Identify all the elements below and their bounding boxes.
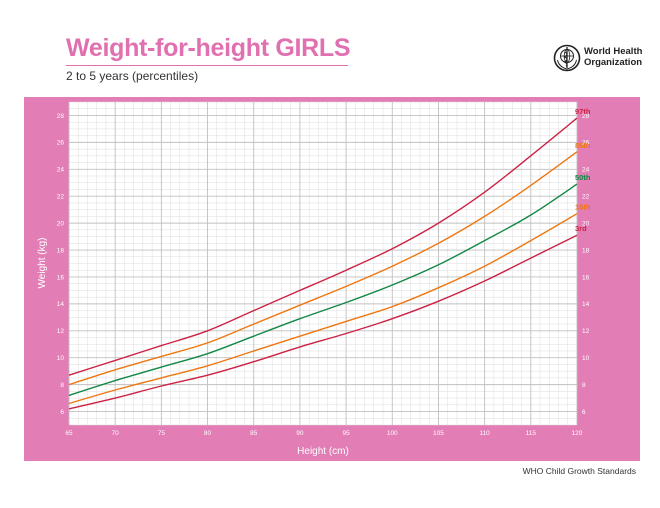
y-tick-label-left: 26 bbox=[57, 140, 65, 147]
y-tick-label-left: 20 bbox=[57, 220, 65, 227]
x-tick-label: 100 bbox=[387, 430, 398, 437]
y-tick-label-right: 14 bbox=[582, 301, 590, 308]
y-tick-label-right: 22 bbox=[582, 194, 590, 201]
y-tick-label-left: 14 bbox=[57, 301, 65, 308]
series-line-15th bbox=[68, 213, 578, 405]
y-tick-label-right: 6 bbox=[582, 409, 586, 416]
percentile-lines bbox=[68, 117, 578, 410]
title-underline bbox=[66, 65, 348, 66]
series-line-50th bbox=[68, 183, 578, 397]
page-subtitle: 2 to 5 years (percentiles) bbox=[66, 69, 199, 83]
y-tick-label-right: 26 bbox=[582, 140, 590, 147]
y-tick-label-right: 20 bbox=[582, 220, 590, 227]
x-tick-labels: 65 70 75 80 85 90 95 100 105 110 115 120 bbox=[65, 430, 582, 437]
x-tick-label: 75 bbox=[158, 430, 166, 437]
page-title: Weight-for-height GIRLS bbox=[66, 34, 351, 62]
x-tick-label: 90 bbox=[296, 430, 304, 437]
series-label-85th: 85th bbox=[575, 141, 591, 150]
x-tick-label: 65 bbox=[65, 430, 73, 437]
y-tick-label-left: 18 bbox=[57, 247, 65, 254]
y-tick-label-left: 6 bbox=[60, 409, 64, 416]
series-label-3rd: 3rd bbox=[575, 224, 587, 233]
who-emblem-icon bbox=[553, 44, 581, 72]
grid-minor bbox=[69, 101, 577, 426]
x-axis-label: Height (cm) bbox=[297, 446, 349, 457]
who-logo-line2: Organization bbox=[584, 57, 643, 68]
y-tick-label-left: 24 bbox=[57, 167, 65, 174]
x-tick-label: 110 bbox=[479, 430, 490, 437]
series-line-3rd bbox=[68, 234, 578, 410]
y-tick-label-left: 16 bbox=[57, 274, 65, 281]
x-tick-label: 95 bbox=[342, 430, 350, 437]
y-tick-label-left: 12 bbox=[57, 328, 65, 335]
y-tick-label-left: 8 bbox=[60, 382, 64, 389]
y-tick-label-right: 8 bbox=[582, 382, 586, 389]
series-line-97th bbox=[68, 117, 578, 376]
y-tick-label-right: 12 bbox=[582, 328, 590, 335]
y-tick-labels-right: 6 8 10 12 14 16 18 20 22 24 26 28 bbox=[582, 113, 590, 416]
series-label-50th: 50th bbox=[575, 173, 591, 182]
who-logo: World Health Organization bbox=[553, 44, 642, 78]
x-tick-label: 80 bbox=[204, 430, 212, 437]
x-tick-label: 70 bbox=[112, 430, 120, 437]
y-tick-label-left: 10 bbox=[57, 355, 65, 362]
series-label-97th: 97th bbox=[575, 107, 591, 116]
y-tick-label-right: 16 bbox=[582, 274, 590, 281]
y-tick-label-right: 28 bbox=[582, 113, 590, 120]
x-tick-label: 120 bbox=[572, 430, 583, 437]
x-tick-label: 115 bbox=[526, 430, 537, 437]
weight-for-height-chart: 65 70 75 80 85 90 95 100 105 110 115 120 6 8 10 12 14 16… bbox=[24, 97, 640, 461]
y-tick-label-right: 24 bbox=[582, 167, 590, 174]
y-tick-labels-left: 6 8 10 12 14 16 18 20 22 24 26 28 bbox=[57, 113, 65, 416]
chart-panel: 65 70 75 80 85 90 95 100 105 110 115 120 6 8 10 12 14 16… bbox=[24, 97, 640, 461]
y-tick-label-right: 18 bbox=[582, 247, 590, 254]
y-tick-label-right: 10 bbox=[582, 355, 590, 362]
grid-major bbox=[68, 102, 578, 425]
series-label-15th: 15th bbox=[575, 203, 591, 212]
x-tick-label: 105 bbox=[433, 430, 444, 437]
x-tick-label: 85 bbox=[250, 430, 258, 437]
who-logo-text: World Health Organization bbox=[584, 46, 644, 68]
footer-source: WHO Child Growth Standards bbox=[522, 466, 636, 476]
who-logo-line1: World Health bbox=[584, 46, 643, 57]
y-tick-label-left: 28 bbox=[57, 113, 65, 120]
percentile-labels: 97th 85th 50th 15th 3rd bbox=[575, 107, 591, 233]
y-tick-label-left: 22 bbox=[57, 194, 65, 201]
y-axis-label: Weight (kg) bbox=[37, 238, 48, 289]
series-line-85th bbox=[68, 151, 578, 386]
